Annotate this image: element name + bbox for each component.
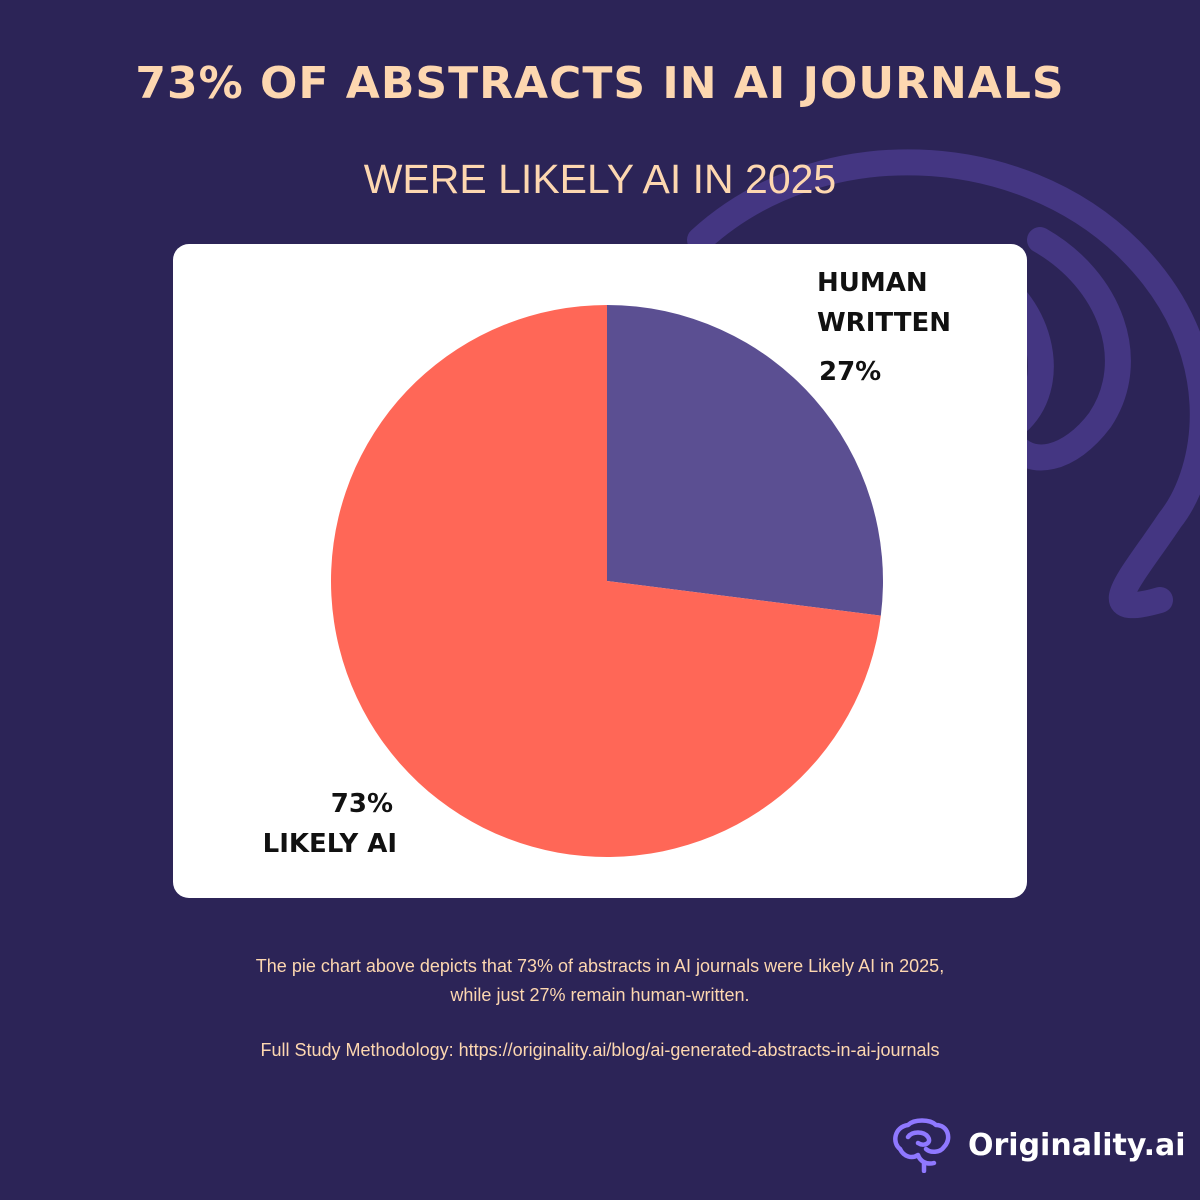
human-written-label-line2: WRITTEN [817,308,951,338]
brand-name: Originality.ai [968,1127,1186,1163]
human-written-label: HUMAN WRITTEN [817,263,997,343]
human-written-label-line1: HUMAN [817,268,928,298]
likely-ai-label: LIKELY AI [262,829,397,859]
chart-caption: The pie chart above depicts that 73% of … [100,952,1100,1010]
chart-card: HUMAN WRITTEN 27% 73% LIKELY AI [173,244,1027,898]
human-written-percent: 27% [819,357,882,387]
page-title: 73% OF ABSTRACTS IN AI JOURNALS [135,58,1065,109]
caption-line-1: The pie chart above depicts that 73% of … [255,956,945,976]
pie-slice-likely-ai [330,305,881,858]
page-subtitle: WERE LIKELY AI IN 2025 [363,156,837,202]
brand-logo: Originality.ai [890,1117,1186,1173]
pie-slice-human-written [607,305,883,616]
caption-line-2: while just 27% remain human-written. [450,985,750,1005]
methodology-text: Full Study Methodology: https://original… [260,1040,940,1060]
brain-icon [893,1118,951,1173]
likely-ai-percent: 73% [330,789,393,819]
pie-chart [330,305,883,858]
